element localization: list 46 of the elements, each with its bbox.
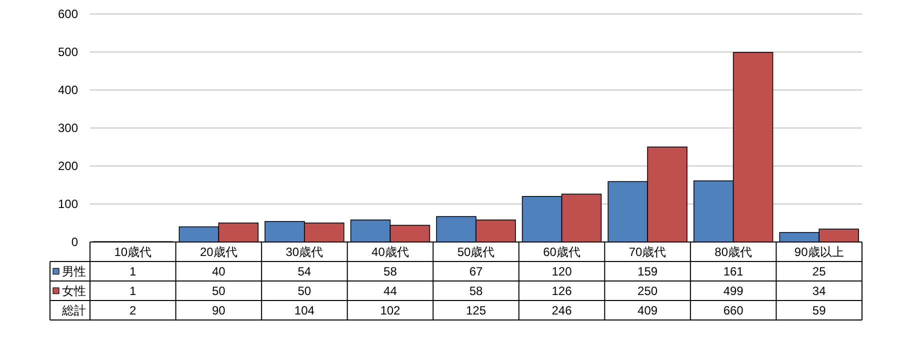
x-tick-label: 90歳以上 [794,244,844,259]
x-tick-label: 70歳代 [628,244,666,259]
y-tick-label: 300 [58,120,78,135]
y-tick-label: 600 [58,6,78,21]
x-tick-label: 10歳代 [114,244,152,259]
y-tick-label: 200 [58,158,78,173]
data-label: 1 [130,284,137,298]
data-label: 499 [723,284,744,298]
data-label: 25 [812,264,826,278]
text: 59 [812,303,826,318]
x-tick-label: 20歳代 [200,244,238,259]
data-label: 54 [298,264,312,278]
data-label: 161 [723,264,744,278]
data-label: 50 [298,284,312,298]
text: 409 [638,303,658,318]
data-label: 40 [212,264,226,278]
x-tick-label: 80歳代 [714,244,752,259]
text: 660 [723,303,744,318]
x-tick-label: 60歳代 [543,244,580,259]
data-label: 44 [384,284,398,298]
data-label: 250 [638,284,658,298]
text: 総計 [61,303,86,318]
legend-label: 男性 [62,264,86,278]
data-label: 120 [552,264,572,278]
y-tick-label: 0 [71,234,78,249]
data-label: 58 [469,284,483,298]
legend-label: 女性 [62,284,86,298]
x-tick-label: 50歳代 [457,244,495,259]
data-label: 58 [384,264,398,278]
text: 104 [294,303,315,318]
y-tick-label: 400 [58,82,78,97]
y-tick-label: 100 [58,196,78,211]
text: 2 [130,303,137,318]
data-label: 1 [130,264,137,278]
x-tick-label: 40歳代 [372,244,409,259]
text: 246 [552,303,572,318]
x-tick-label: 30歳代 [286,244,324,259]
y-tick-label: 500 [58,44,78,59]
text: 125 [466,303,486,318]
text: 90 [212,303,226,318]
data-label: 50 [212,284,226,298]
text: 102 [380,303,401,318]
data-label: 67 [469,264,483,278]
data-label: 34 [812,284,826,298]
data-label: 126 [552,284,572,298]
data-label: 159 [638,264,658,278]
